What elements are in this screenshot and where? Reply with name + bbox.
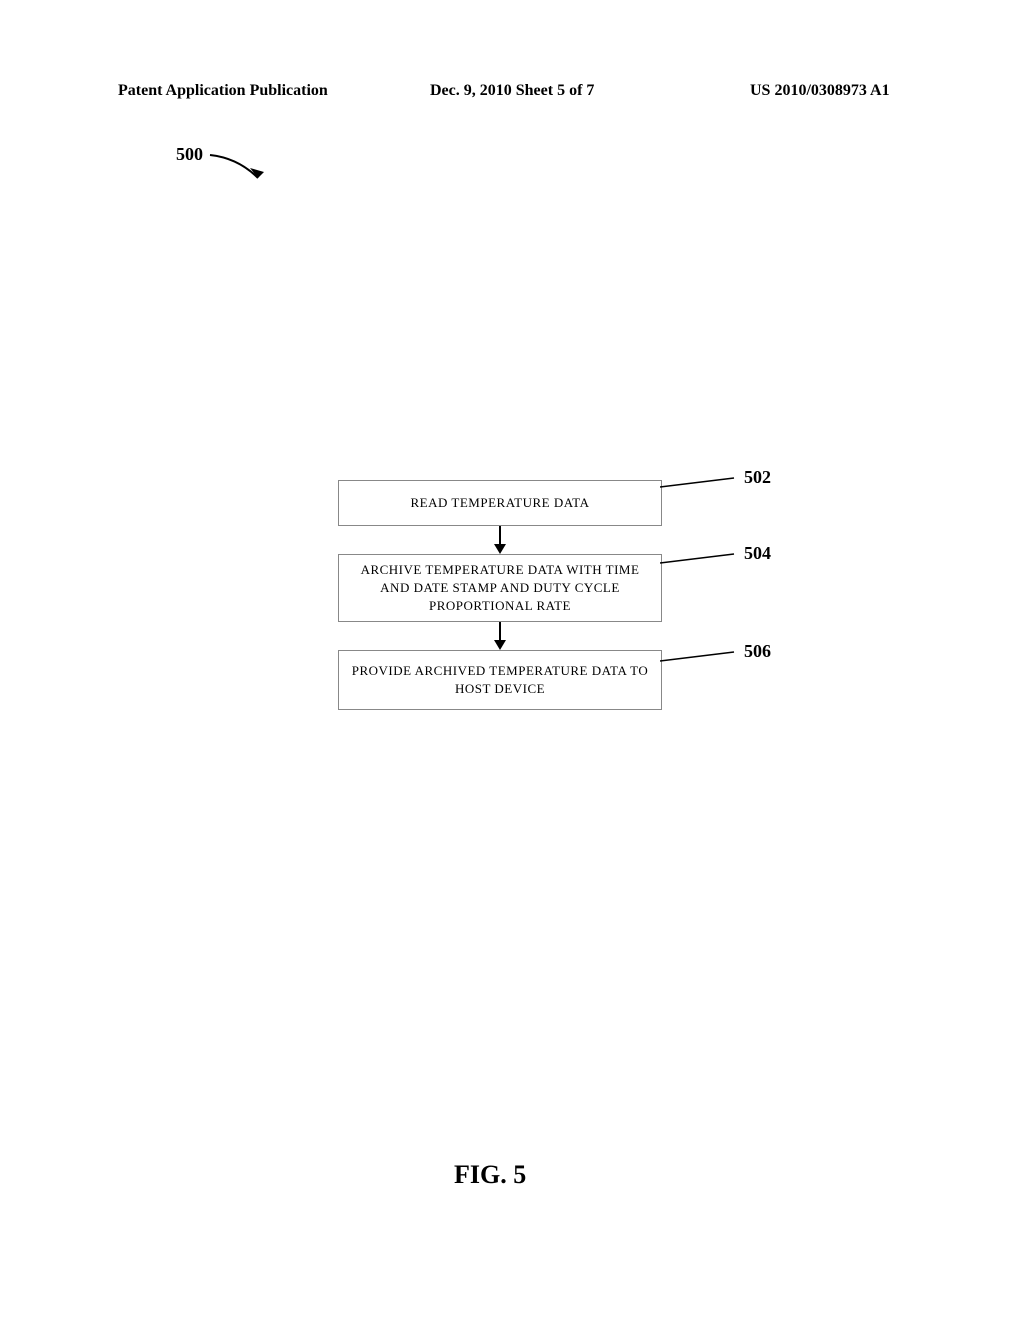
flow-step-provide-host: PROVIDE ARCHIVED TEMPERATURE DATA TO HOS… [338,650,662,710]
ref-label-502: 502 [744,467,771,488]
ref-label-504: 504 [744,543,771,564]
figure-label: FIG. 5 [454,1160,526,1190]
flow-arrow-2-3 [490,622,510,652]
lead-line-502 [660,476,740,500]
flow-step-provide-host-text: PROVIDE ARCHIVED TEMPERATURE DATA TO HOS… [339,651,661,709]
lead-line-504 [660,552,740,576]
flow-step-read-temp: READ TEMPERATURE DATA [338,480,662,526]
header-pub: Patent Application Publication [118,82,328,100]
header-pub-number: US 2010/0308973 A1 [750,82,890,100]
flow-step-archive-temp-text: ARCHIVE TEMPERATURE DATA WITH TIME AND D… [339,555,661,621]
flow-step-archive-temp: ARCHIVE TEMPERATURE DATA WITH TIME AND D… [338,554,662,622]
pointer-arrow-500 [208,148,278,188]
ref-label-506: 506 [744,641,771,662]
flow-arrow-1-2 [490,526,510,556]
ref-label-500: 500 [176,144,203,165]
header-date-sheet: Dec. 9, 2010 Sheet 5 of 7 [430,82,594,100]
lead-line-506 [660,650,740,674]
flow-step-read-temp-text: READ TEMPERATURE DATA [339,481,661,525]
